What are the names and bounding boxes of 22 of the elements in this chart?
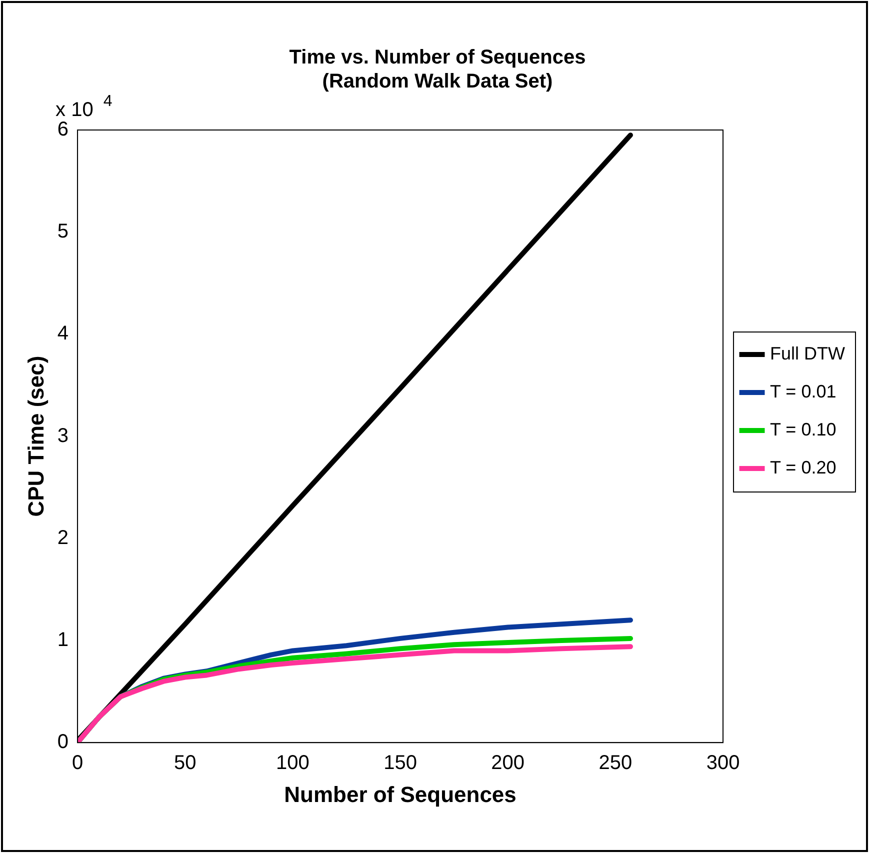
x-tick-label: 200 — [491, 752, 525, 774]
x-tick-label: 150 — [384, 752, 417, 774]
x-tick-label: 250 — [598, 752, 632, 774]
legend-label: T = 0.10 — [770, 419, 836, 440]
x-tick-label: 300 — [706, 752, 740, 774]
y-tick-label: 1 — [57, 629, 69, 652]
y-tick-label: 0 — [57, 731, 69, 754]
y-axis-title: CPU Time (sec) — [23, 356, 48, 517]
legend-label: T = 0.20 — [770, 457, 836, 478]
y-tick-label: 3 — [57, 424, 69, 447]
y-tick-label: 4 — [57, 322, 69, 345]
y-tick-label: 2 — [57, 526, 69, 549]
text: (Random Walk Data Set) — [322, 70, 553, 93]
y-tick-label: 5 — [57, 220, 69, 243]
x-tick-label: 100 — [276, 752, 310, 774]
legend-label: Full DTW — [770, 343, 846, 364]
x-tick-label: 50 — [174, 752, 196, 774]
legend-label: T = 0.01 — [770, 381, 836, 402]
text: Time vs. Number of Sequences — [289, 46, 586, 69]
x-tick-label: 0 — [72, 752, 84, 774]
x-axis-title: Number of Sequences — [284, 782, 516, 807]
y-tick-label: 6 — [57, 118, 69, 141]
